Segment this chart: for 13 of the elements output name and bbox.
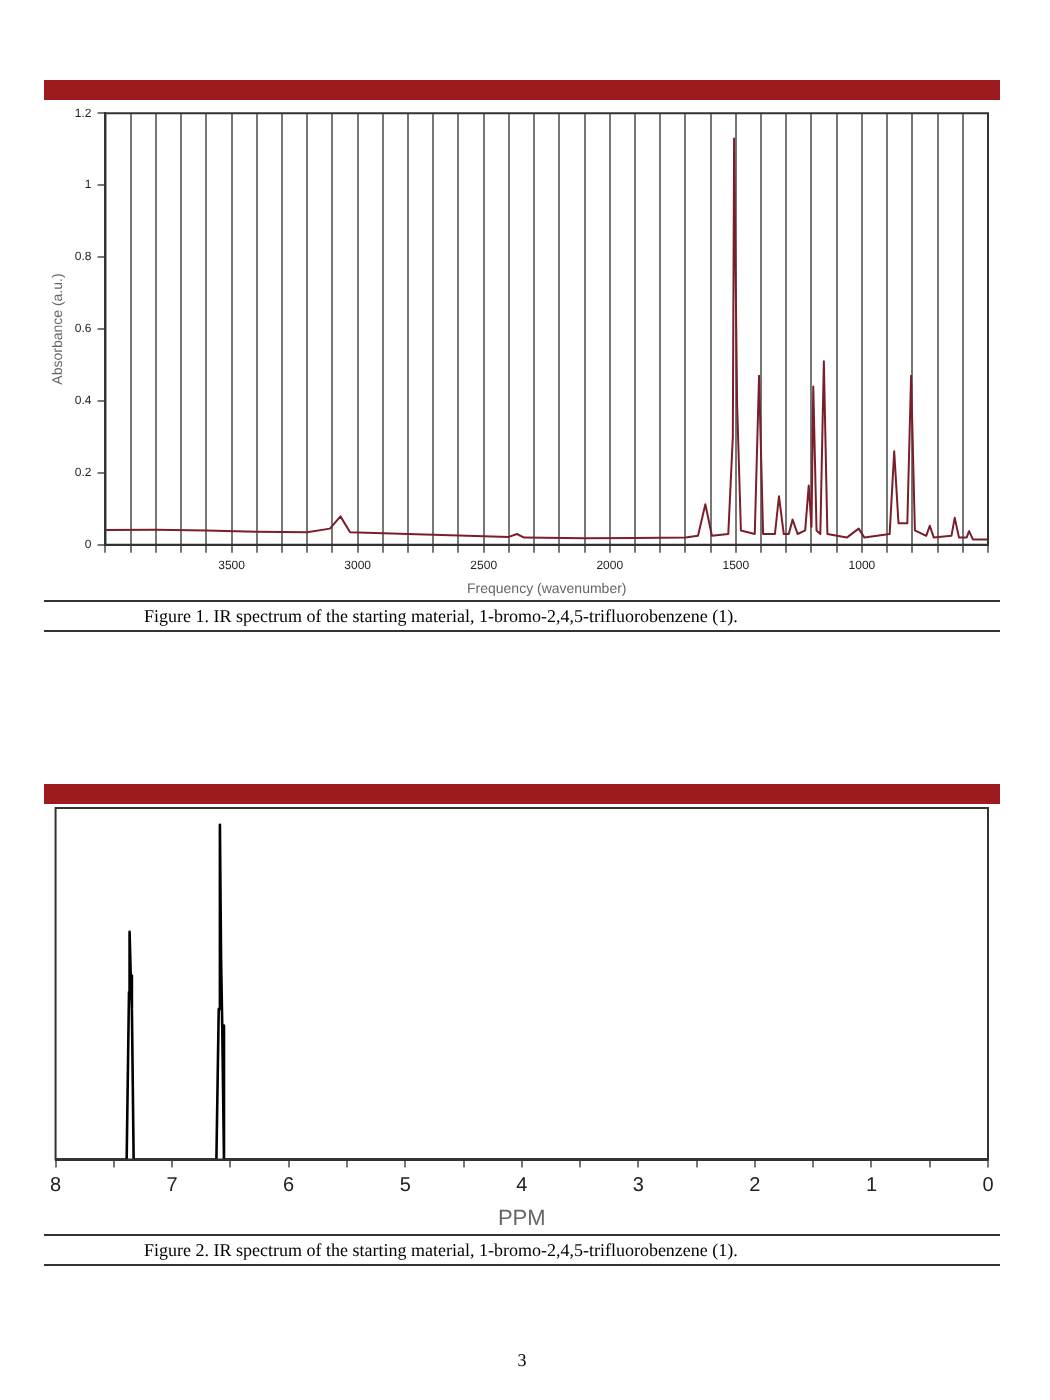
x-tick-label: 8 (50, 1175, 62, 1198)
x-axis-title: PPM (497, 1206, 546, 1231)
x-tick-label: 0 (982, 1175, 995, 1198)
x-tick-label: 3 (632, 1175, 645, 1198)
x-tick-label: 6 (283, 1175, 296, 1198)
x-tick-label: 2 (749, 1175, 762, 1198)
x-tick-label: 7 (166, 1175, 179, 1198)
x-tick-label: 4 (516, 1175, 529, 1198)
text: 3 (515, 1350, 529, 1370)
x-tick-label: 5 (399, 1175, 412, 1198)
x-tick-label: 1 (865, 1175, 878, 1198)
caption: Figure 1. IR spectrum of the starting material, 1-bromo-2,4,5-trifluorobenzene (1). (44, 600, 1000, 632)
caption: Figure 2. IR spectrum of the starting material, 1-bromo-2,4,5-trifluorobenzene (1). (44, 1234, 1000, 1266)
